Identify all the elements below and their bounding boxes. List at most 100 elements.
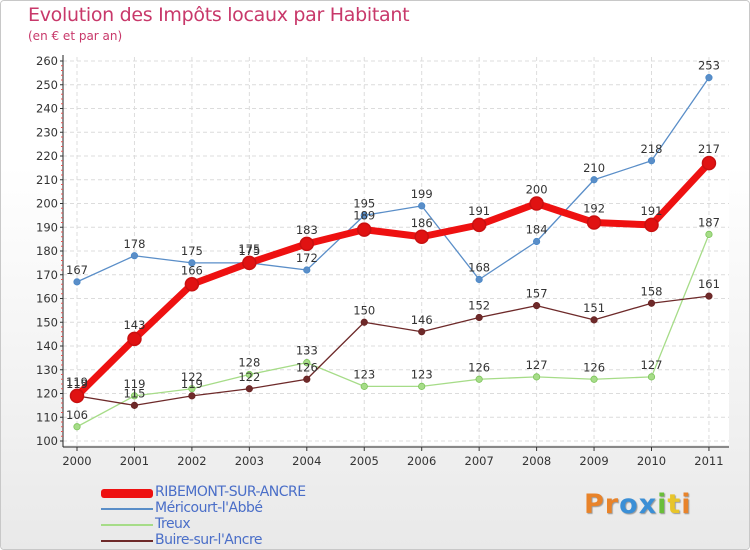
data-label-treux: 126: [583, 360, 605, 374]
x-tick-label: 2003: [235, 454, 264, 468]
data-point-mericourt: [303, 266, 311, 274]
legend-label-ribemont: RIBEMONT-SUR-ANCRE: [155, 484, 306, 500]
legend-swatch-ribemont: [101, 489, 153, 498]
data-label-treux: 187: [698, 215, 720, 229]
x-tick-label: 2005: [350, 454, 379, 468]
data-point-buire: [647, 299, 656, 307]
data-label-treux: 127: [641, 358, 663, 372]
data-point-ribemont: [127, 331, 142, 347]
data-point-ribemont: [242, 255, 257, 271]
x-tick-label: 2008: [522, 454, 551, 468]
y-tick-label: 190: [36, 220, 58, 234]
legend-swatch-mericourt: [101, 508, 153, 510]
data-point-mericourt: [475, 275, 483, 284]
data-label-treux: 106: [66, 408, 88, 422]
y-tick-label: 220: [36, 149, 58, 163]
data-label-ribemont: 186: [411, 216, 433, 230]
series-line-buire: [76, 295, 710, 407]
x-tick-label: 2001: [120, 454, 149, 468]
logo-letter: P: [584, 489, 605, 520]
legend-label-buire: Buire-sur-l'Ancre: [155, 532, 263, 548]
data-label-treux: 119: [123, 377, 145, 391]
data-label-treux: 123: [353, 367, 375, 381]
data-label-buire: 119: [66, 377, 88, 391]
y-tick-label: 200: [36, 197, 58, 211]
data-label-ribemont: 143: [123, 318, 145, 332]
logo-letter: i: [681, 489, 692, 520]
data-point-treux: [130, 392, 139, 400]
y-tick-label: 260: [36, 54, 58, 68]
data-label-mericourt: 178: [123, 237, 145, 251]
data-point-ribemont: [69, 388, 85, 404]
data-point-ribemont: [644, 217, 659, 233]
y-tick-label: 210: [36, 173, 58, 187]
series-line-ribemont: [73, 159, 713, 400]
data-point-buire: [705, 292, 713, 300]
legend-label-mericourt: Méricourt-l'Abbé: [155, 500, 263, 516]
data-point-buire: [245, 385, 253, 393]
data-point-buire: [130, 401, 139, 409]
x-tick-label: 2011: [694, 454, 723, 468]
data-label-buire: 158: [641, 284, 663, 298]
data-label-mericourt: 210: [583, 161, 605, 175]
data-point-buire: [360, 318, 368, 326]
data-label-treux: 126: [468, 360, 490, 374]
y-tick-label: 130: [36, 363, 58, 377]
y-tick-label: 100: [36, 434, 58, 448]
data-point-buire: [475, 313, 483, 322]
data-label-ribemont: 192: [583, 202, 605, 216]
data-label-treux: 133: [296, 344, 318, 358]
data-label-mericourt: 218: [641, 142, 663, 156]
data-label-mericourt: 199: [411, 187, 433, 201]
data-label-buire: 119: [181, 377, 203, 391]
data-label-buire: 161: [698, 277, 720, 291]
data-point-ribemont: [299, 236, 315, 252]
data-point-treux: [303, 359, 311, 367]
legend-label-treux: Treux: [155, 516, 191, 532]
data-label-ribemont: 183: [296, 223, 318, 237]
logo-letter: o: [619, 489, 639, 520]
data-point-treux: [188, 385, 196, 393]
chart-title: Evolution des Impôts locaux par Habitant: [28, 4, 410, 26]
x-tick-label: 2004: [292, 454, 321, 468]
x-tick-label: 2006: [407, 454, 436, 468]
data-point-mericourt: [590, 176, 598, 184]
logo-letter: r: [604, 489, 620, 520]
y-tick-label: 230: [36, 125, 58, 139]
series-line-treux: [76, 233, 710, 428]
data-label-mericourt: 184: [526, 223, 548, 237]
data-label-ribemont: 189: [353, 209, 375, 223]
data-point-mericourt: [130, 252, 139, 260]
data-point-buire: [590, 316, 598, 324]
logo-letter: x: [638, 489, 658, 520]
data-point-treux: [705, 230, 713, 238]
data-point-treux: [73, 423, 81, 431]
data-point-buire: [188, 392, 196, 400]
logo-letter: t: [667, 489, 682, 520]
data-label-mericourt: 172: [296, 251, 318, 265]
data-label-buire: 151: [583, 301, 605, 315]
x-tick-label: 2002: [177, 454, 206, 468]
y-tick-label: 240: [36, 102, 58, 116]
data-label-mericourt: 168: [468, 261, 490, 275]
data-point-treux: [647, 373, 656, 381]
logo-letter: i: [657, 489, 668, 520]
data-label-mericourt: 195: [353, 196, 375, 210]
data-label-buire: 152: [468, 299, 490, 313]
data-point-treux: [418, 382, 426, 390]
data-point-treux: [245, 370, 253, 379]
data-point-ribemont: [471, 217, 487, 233]
data-point-mericourt: [647, 157, 656, 165]
data-point-treux: [532, 373, 541, 381]
y-tick-label: 180: [36, 244, 58, 258]
y-tick-label: 150: [36, 315, 58, 329]
data-label-treux: 122: [181, 370, 203, 384]
data-point-ribemont: [357, 222, 372, 237]
data-point-mericourt: [705, 74, 713, 82]
data-label-treux: 127: [526, 358, 548, 372]
data-label-treux: 128: [238, 356, 260, 370]
data-label-ribemont: 191: [468, 204, 490, 218]
data-label-buire: 122: [238, 370, 260, 384]
data-label-ribemont: 217: [698, 142, 720, 156]
data-point-ribemont: [184, 277, 200, 292]
